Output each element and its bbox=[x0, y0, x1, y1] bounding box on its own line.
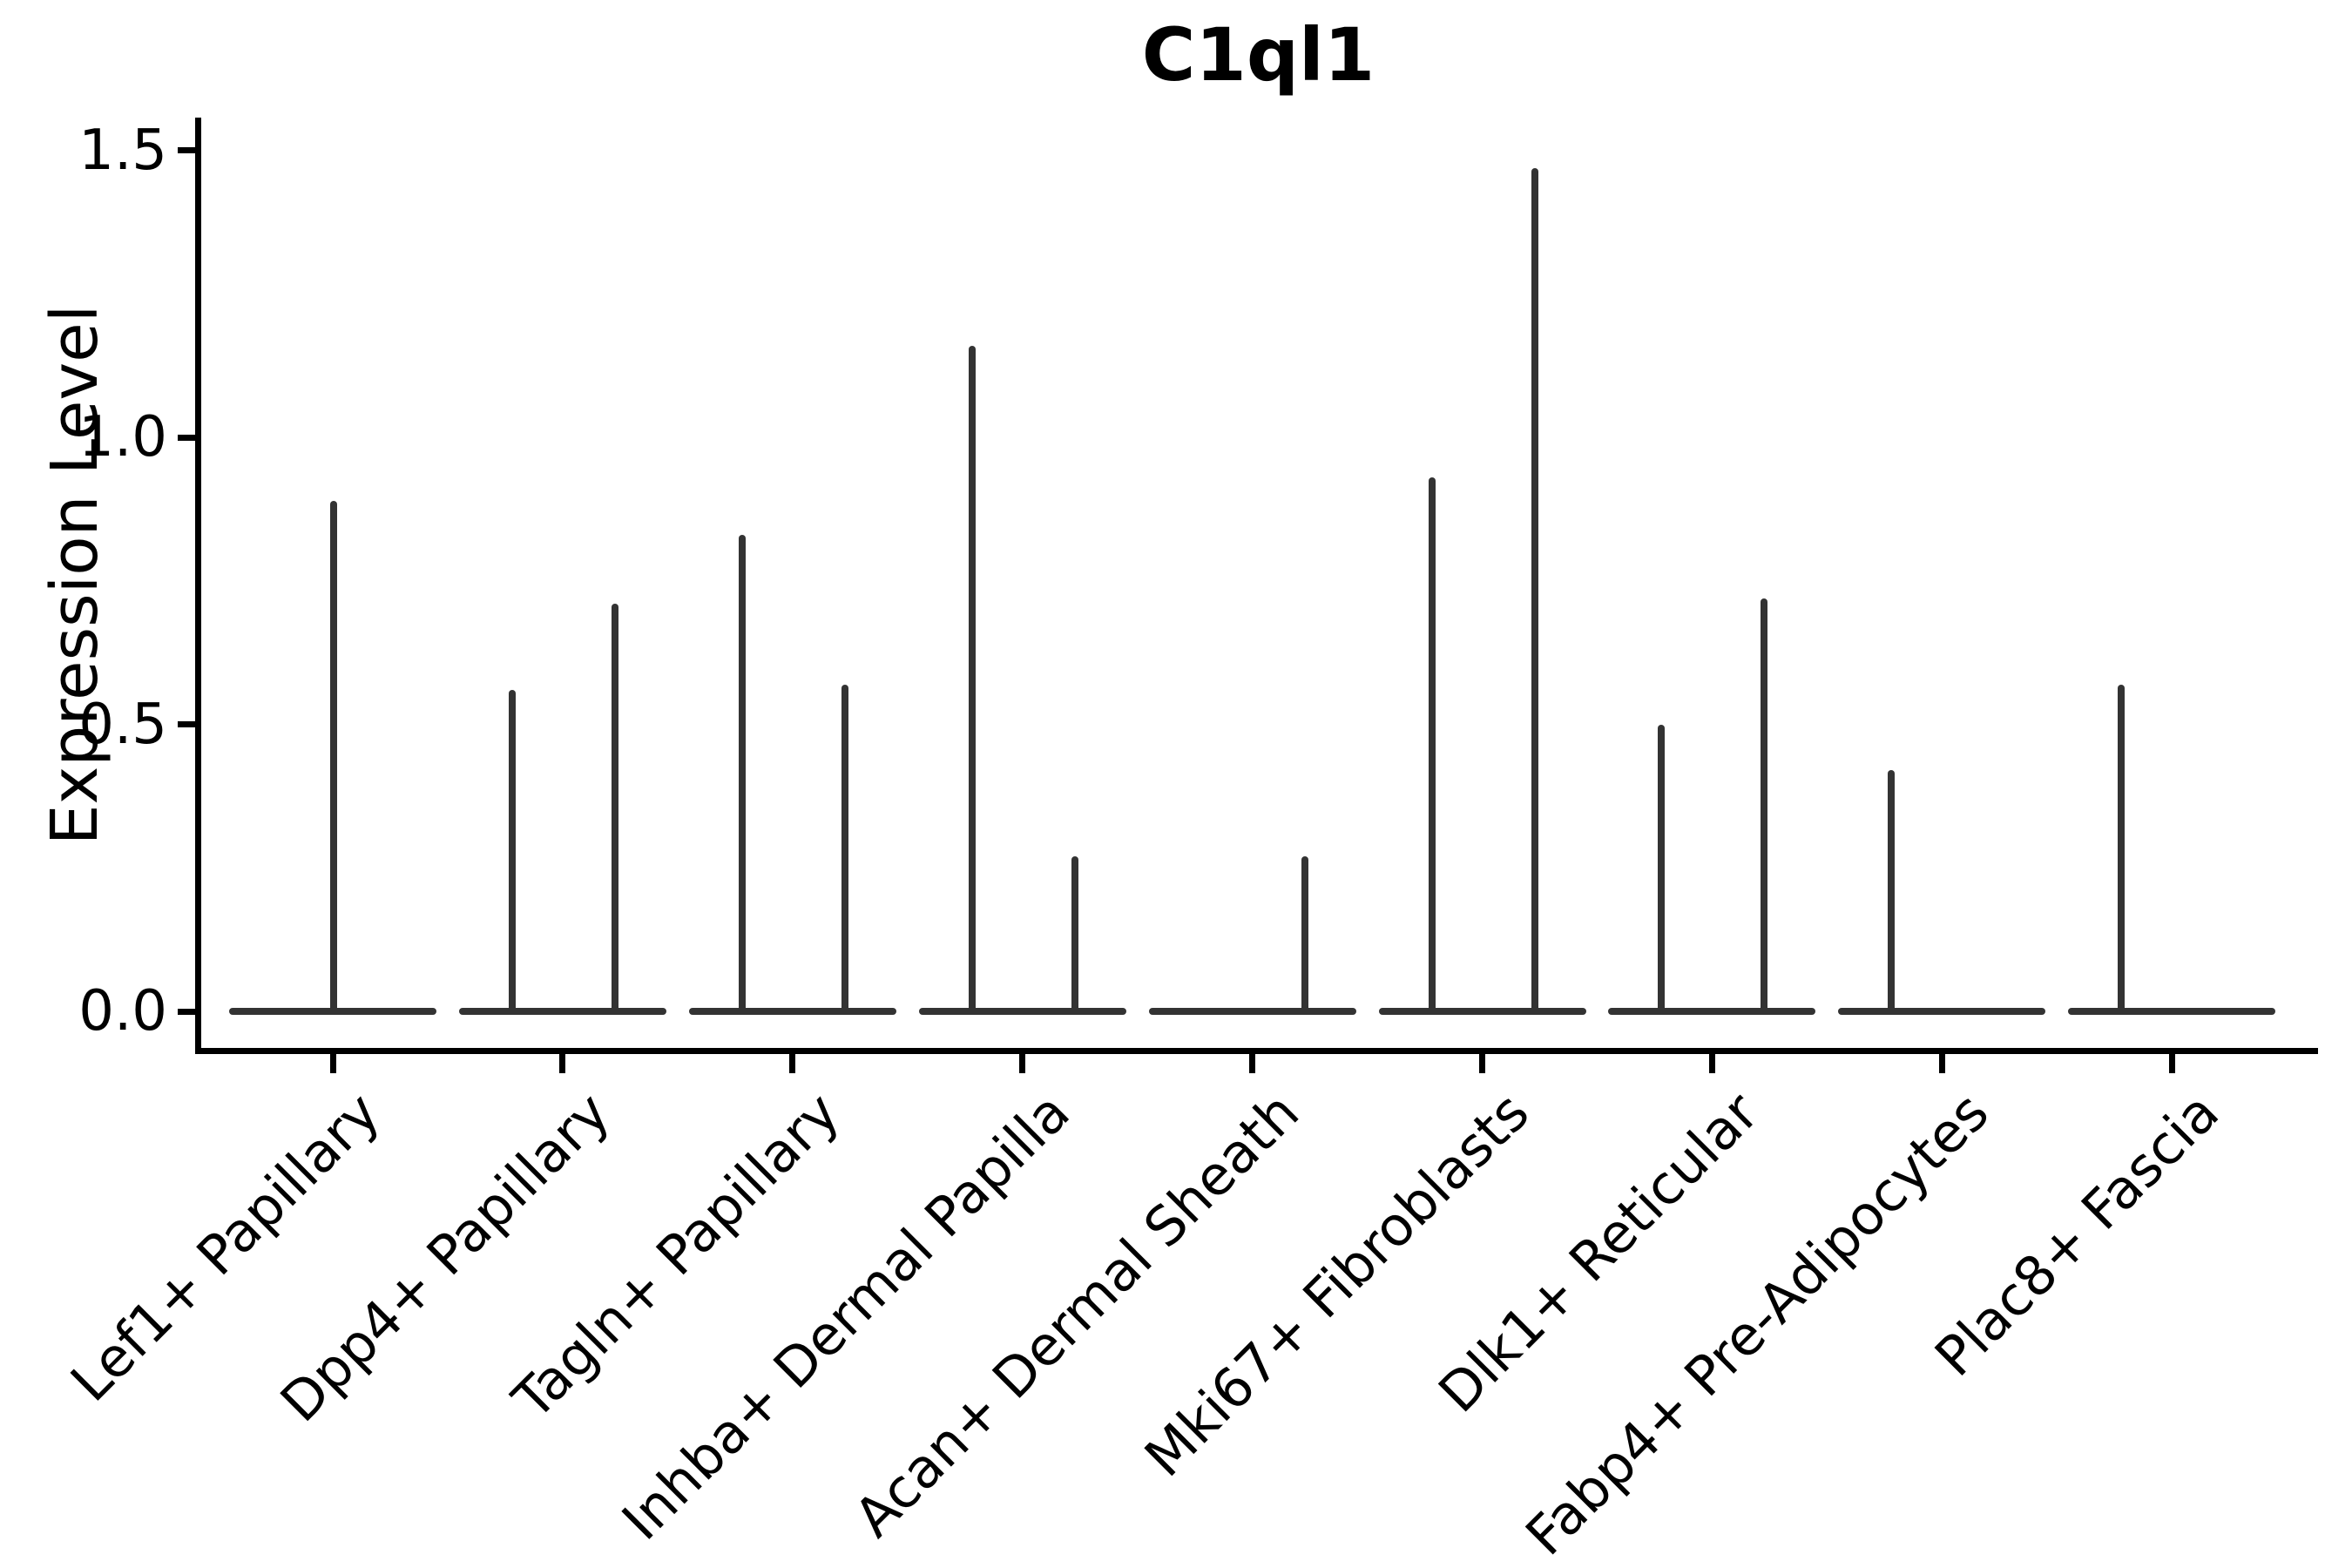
violin-spike bbox=[1428, 477, 1436, 1011]
violin-spike bbox=[1531, 167, 1538, 1011]
y-tick-mark bbox=[178, 434, 199, 441]
y-tick-mark bbox=[178, 721, 199, 728]
violin-baseline bbox=[458, 1008, 666, 1015]
violin-spike bbox=[968, 345, 976, 1011]
violin-spike bbox=[330, 500, 337, 1011]
y-tick-label: 0.5 bbox=[78, 692, 167, 757]
violin-baseline bbox=[1838, 1008, 2046, 1015]
violin-baseline bbox=[1378, 1008, 1586, 1015]
x-tick-mark bbox=[1479, 1051, 1485, 1073]
violin-spike bbox=[1761, 598, 1768, 1011]
violin-spike bbox=[1301, 856, 1308, 1011]
violin-baseline bbox=[229, 1008, 436, 1015]
x-tick-label: Fabp4+ Pre-Adipocytes bbox=[1513, 1080, 2001, 1568]
violin-spike bbox=[841, 684, 848, 1011]
violin-spike bbox=[738, 535, 746, 1011]
y-tick-label: 1.5 bbox=[78, 118, 167, 183]
y-tick-label: 1.0 bbox=[78, 405, 167, 470]
plot-title: C1ql1 bbox=[1141, 12, 1375, 98]
x-tick-mark bbox=[2168, 1051, 2175, 1073]
violin-spike bbox=[1071, 856, 1078, 1011]
x-tick-label: Mki67+ Fibroblasts bbox=[1132, 1080, 1542, 1490]
x-tick-label: Inhba+ Dermal Papilla bbox=[609, 1080, 1082, 1552]
x-tick-label: Acan+ Dermal Sheath bbox=[841, 1080, 1312, 1550]
violin-baseline bbox=[1608, 1008, 1816, 1015]
x-tick-mark bbox=[329, 1051, 336, 1073]
y-tick-mark bbox=[178, 147, 199, 154]
y-axis-label: Expression Level bbox=[37, 304, 112, 846]
violin-spike bbox=[1888, 770, 1896, 1011]
x-tick-mark bbox=[1249, 1051, 1256, 1073]
violin-spike bbox=[2118, 684, 2126, 1011]
violin-spike bbox=[611, 604, 618, 1011]
violin-baseline bbox=[918, 1008, 1126, 1015]
violin-baseline bbox=[1148, 1008, 1356, 1015]
x-tick-mark bbox=[559, 1051, 566, 1073]
violin-spike bbox=[1658, 724, 1666, 1011]
x-tick-mark bbox=[1938, 1051, 1945, 1073]
x-axis-spine bbox=[195, 1048, 2318, 1054]
violin-spike bbox=[508, 690, 516, 1011]
y-tick-mark bbox=[178, 1008, 199, 1015]
x-tick-mark bbox=[1708, 1051, 1715, 1073]
violin-baseline bbox=[2068, 1008, 2276, 1015]
violin-baseline bbox=[688, 1008, 896, 1015]
x-tick-mark bbox=[789, 1051, 796, 1073]
x-tick-mark bbox=[1019, 1051, 1026, 1073]
y-axis-spine bbox=[195, 118, 201, 1054]
y-tick-label: 0.0 bbox=[78, 979, 167, 1044]
